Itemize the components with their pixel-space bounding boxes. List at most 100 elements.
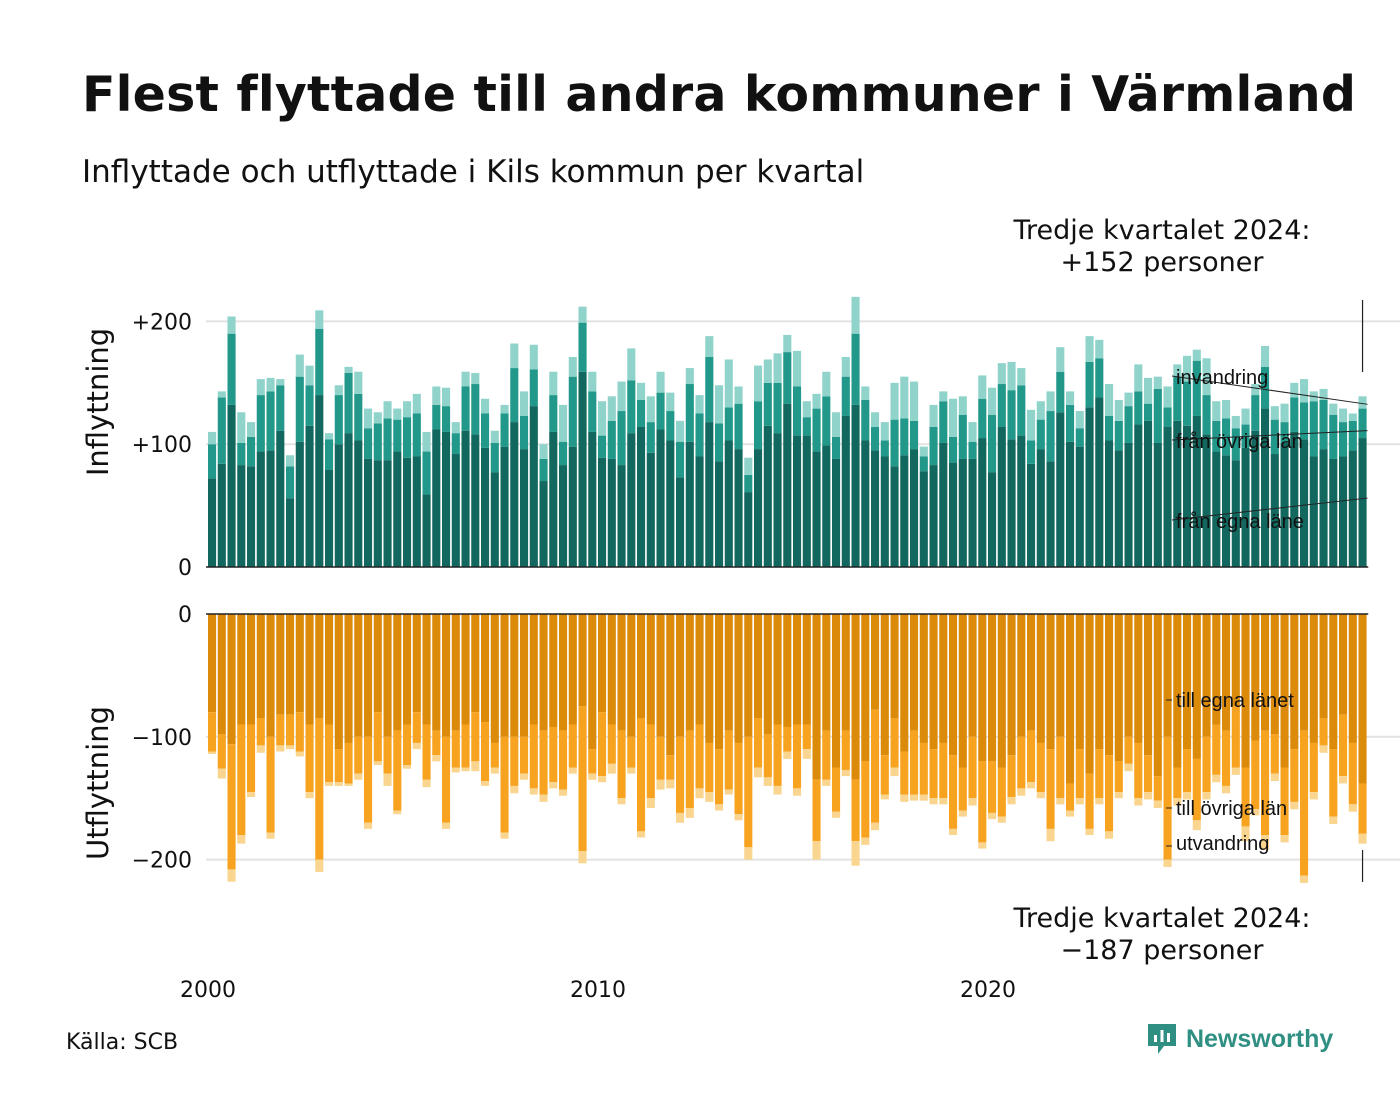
inflow-bar-segment: [861, 399, 870, 441]
inflow-bar-segment: [841, 415, 850, 567]
outflow-bar-segment: [871, 614, 880, 710]
outflow-bar-segment: [988, 761, 997, 813]
outflow-bar-segment: [734, 742, 743, 815]
outflow-bar-segment: [783, 726, 792, 752]
inflow-bars: [208, 296, 1367, 567]
outflow-bar-segment: [208, 614, 217, 713]
outflow-bar-segment: [403, 614, 412, 725]
outflow-bar-segment: [334, 749, 343, 783]
inflow-bar-segment: [1300, 379, 1309, 403]
inflow-bar-segment: [793, 386, 802, 436]
inflow-bar-segment: [1163, 427, 1172, 567]
outflow-bar-segment: [763, 614, 772, 735]
outflow-bar-segment: [393, 730, 402, 811]
outflow-bar-segment: [968, 798, 977, 806]
inflow-bar-segment: [549, 371, 558, 396]
inflow-bar-segment: [256, 395, 265, 452]
outflow-bar-segment: [1046, 614, 1055, 750]
outflow-bar-segment: [919, 614, 928, 743]
outflow-bar-segment: [1231, 614, 1240, 707]
inflow-bar-segment: [1290, 397, 1299, 432]
inflow-bar-segment: [900, 376, 909, 419]
inflow-bar-segment: [295, 354, 304, 377]
inflow-bar-segment: [422, 451, 431, 495]
inflow-bar-segment: [656, 429, 665, 567]
inflow-bar-segment: [841, 357, 850, 377]
inflow-bar-segment: [851, 296, 860, 334]
outflow-bar-segment: [510, 614, 519, 737]
inflow-bar-segment: [910, 420, 919, 450]
outflow-bar-segment: [559, 614, 568, 731]
outflow-bar-segment: [1046, 749, 1055, 829]
inflow-bar-segment: [715, 423, 724, 462]
inflow-bar-segment: [1085, 336, 1094, 362]
inflow-bar-segment: [1309, 456, 1318, 567]
outflow-bar-segment: [295, 751, 304, 757]
inflow-bar-segment: [637, 399, 646, 428]
inflow-bar-segment: [520, 415, 529, 450]
inflow-bar-segment: [442, 406, 451, 432]
outflow-bar-segment: [1348, 614, 1357, 743]
outflow-bar-segment: [217, 614, 226, 735]
inflow-bar-segment: [403, 401, 412, 418]
outflow-bar-segment: [1114, 792, 1123, 799]
chart-title: Flest flyttade till andra kommuner i Vär…: [82, 66, 1357, 123]
outflow-bar-segment: [588, 749, 597, 774]
outflow-bar-segment: [549, 782, 558, 789]
inflow-bar-segment: [559, 404, 568, 442]
inflow-bar-segment: [295, 376, 304, 442]
outflow-bar-segment: [958, 810, 967, 817]
inflow-bar-segment: [900, 418, 909, 456]
inflow-bar-segment: [500, 413, 509, 447]
outflow-bar-segment: [676, 614, 685, 737]
outflow-bar-segment: [549, 614, 558, 727]
inflow-bar-segment: [1202, 434, 1211, 567]
inflow-bar-segment: [617, 381, 626, 412]
outflow-bar-segment: [861, 761, 870, 838]
inflow-bar-segment: [461, 371, 470, 387]
outflow-bar-segment: [1036, 742, 1045, 793]
inflow-bar-segment: [793, 435, 802, 567]
inflow-bar-segment: [520, 449, 529, 567]
inflow-bar-segment: [880, 456, 889, 567]
inflow-bar-segment: [481, 413, 490, 448]
inflow-bar-segment: [451, 422, 460, 434]
inflow-bar-segment: [1202, 395, 1211, 435]
outflow-bar-segment: [500, 614, 509, 737]
inflow-bar-segment: [1212, 451, 1221, 567]
inflow-bar-segment: [325, 433, 334, 440]
outflow-bar-segment: [559, 789, 568, 796]
inflow-bar-segment: [344, 433, 353, 567]
inflow-bar-segment: [705, 422, 714, 567]
inflow-bar-segment: [851, 404, 860, 567]
inflow-bar-segment: [276, 385, 285, 431]
series-annotation: utvandring: [1176, 833, 1269, 855]
inflow-bar-segment: [646, 396, 655, 423]
inflow-bar-segment: [822, 371, 831, 397]
outflow-bar-segment: [1095, 798, 1104, 805]
newsworthy-logo: Newsworthy: [1146, 1022, 1333, 1056]
outflow-bar-segment: [1183, 614, 1192, 750]
outflow-bar-segment: [1222, 785, 1231, 794]
inflow-bar-segment: [208, 444, 217, 479]
inflow-bar-segment: [929, 404, 938, 428]
inflow-bar-segment: [578, 371, 587, 567]
outflow-bar-segment: [705, 614, 714, 743]
inflow-bar-segment: [1124, 406, 1133, 443]
outflow-bar-segment: [451, 767, 460, 773]
inflow-bar-segment: [744, 492, 753, 567]
inflow-bar-segment: [208, 478, 217, 567]
outflow-bar-segment: [695, 724, 704, 789]
outflow-bar-segment: [666, 614, 675, 756]
outflow-bar-segment: [227, 614, 236, 745]
outflow-bar-segment: [1241, 826, 1250, 842]
inflow-bar-segment: [237, 412, 246, 443]
outflow-bar-segment: [247, 614, 256, 725]
outflow-bar-segment: [1085, 614, 1094, 774]
inflow-bar-segment: [539, 481, 548, 567]
outflow-bar-segment: [1222, 730, 1231, 786]
outflow-bar-segment: [880, 794, 889, 800]
inflow-bar-segment: [247, 466, 256, 567]
inflow-bar-segment: [968, 422, 977, 442]
outflow-bar-segment: [1300, 730, 1309, 876]
